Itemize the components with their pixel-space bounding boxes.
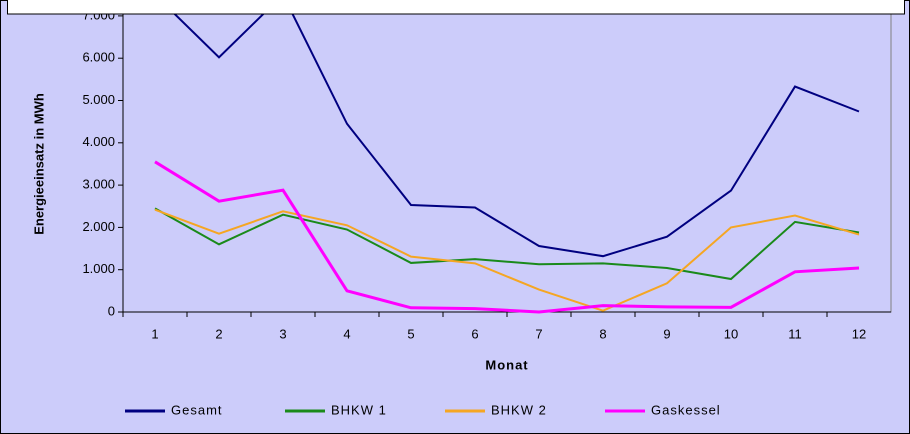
x-tick-label: 12 bbox=[852, 326, 866, 341]
x-tick-label: 5 bbox=[407, 326, 414, 341]
x-tick-label: 2 bbox=[215, 326, 222, 341]
title-box bbox=[7, 0, 905, 15]
y-tick-label: 6.000 bbox=[82, 50, 115, 65]
x-axis-label: Monat bbox=[485, 357, 528, 372]
legend-label: BHKW 1 bbox=[331, 402, 387, 417]
y-tick-label: 1.000 bbox=[82, 261, 115, 276]
y-tick-label: 4.000 bbox=[82, 134, 115, 149]
y-tick-label: 0 bbox=[108, 303, 115, 318]
x-tick-label: 3 bbox=[279, 326, 286, 341]
y-tick-label: 5.000 bbox=[82, 92, 115, 107]
x-tick-label: 4 bbox=[343, 326, 350, 341]
x-tick-label: 7 bbox=[535, 326, 542, 341]
x-tick-label: 10 bbox=[724, 326, 738, 341]
x-tick-label: 11 bbox=[788, 326, 802, 341]
x-tick-label: 1 bbox=[151, 326, 158, 341]
y-axis-label: Energieeinsatz in MWh bbox=[31, 93, 46, 235]
x-tick-label: 9 bbox=[663, 326, 670, 341]
line-series bbox=[154, 160, 860, 314]
line-series bbox=[154, 207, 860, 281]
plot-area bbox=[122, 0, 892, 313]
x-tick-label: 8 bbox=[599, 326, 606, 341]
y-tick-label: 3.000 bbox=[82, 177, 115, 192]
x-tick-label: 6 bbox=[471, 326, 478, 341]
legend-label: Gaskessel bbox=[651, 402, 721, 417]
y-tick-label: 2.000 bbox=[82, 219, 115, 234]
line-series bbox=[154, 208, 860, 312]
legend-label: Gesamt bbox=[171, 402, 223, 417]
legend-label: BHKW 2 bbox=[491, 402, 547, 417]
